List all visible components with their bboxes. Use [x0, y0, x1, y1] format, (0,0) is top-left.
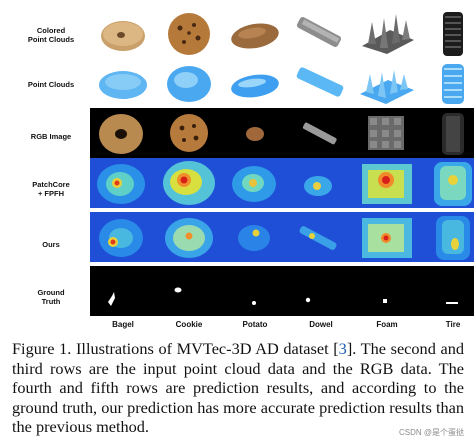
- cell-rgb-dowel: [288, 108, 354, 158]
- cell-colored-dowel: [288, 8, 354, 58]
- cell-patchcore-foam: [354, 158, 420, 208]
- cell-ours-tire: [420, 212, 474, 262]
- cell-pc-bagel: [90, 58, 156, 108]
- figure-caption: Figure 1. Illustrations of MVTec-3D AD d…: [12, 339, 464, 437]
- cell-colored-bagel: [90, 8, 156, 58]
- cell-patchcore-cookie: [156, 158, 222, 208]
- cell-colored-cookie: [156, 8, 222, 58]
- cell-rgb-cookie: [156, 108, 222, 158]
- cell-ours-foam: [354, 212, 420, 262]
- cell-pc-cookie: [156, 58, 222, 108]
- citation-link[interactable]: 3: [338, 339, 347, 358]
- row-label-colored-point-clouds: Colored Point Clouds: [27, 26, 75, 44]
- col-label-dowel: Dowel: [309, 320, 333, 329]
- cell-ours-dowel: [288, 212, 354, 262]
- cell-pc-potato: [222, 58, 288, 108]
- col-label-foam: Foam: [376, 320, 398, 329]
- cell-ours-potato: [222, 212, 288, 262]
- col-label-bagel: Bagel: [112, 320, 134, 329]
- row-label-point-clouds: Point Clouds: [27, 80, 75, 89]
- col-label-cookie: Cookie: [175, 320, 203, 329]
- cell-colored-foam: [354, 8, 420, 58]
- cell-patchcore-bagel: [90, 158, 156, 208]
- row-label-patchcore-fpfh: PatchCore + FPFH: [32, 180, 70, 198]
- cell-gt-cookie: [156, 266, 222, 316]
- cell-rgb-tire: [420, 108, 474, 158]
- caption-rest: ]. The second and third rows are the inp…: [12, 339, 464, 437]
- cell-colored-potato: [222, 8, 288, 58]
- cell-rgb-bagel: [90, 108, 156, 158]
- col-label-potato: Potato: [242, 320, 268, 329]
- cell-patchcore-potato: [222, 158, 288, 208]
- caption-lead: Figure 1. Illustrations of MVTec-3D AD d…: [12, 339, 339, 358]
- cell-pc-foam: [354, 58, 420, 108]
- cell-gt-potato: [222, 266, 288, 316]
- row-label-rgb-image: RGB Image: [30, 132, 72, 141]
- figure-grid: Colored Point Clouds Point Clouds RGB Ima…: [27, 8, 474, 329]
- cell-pc-tire: [420, 58, 474, 108]
- cell-pc-dowel: [288, 58, 354, 108]
- col-label-tire: Tire: [445, 320, 461, 329]
- watermark: CSDN @是个蛋挞: [396, 427, 466, 438]
- row-label-ground-truth: Ground Truth: [37, 288, 65, 306]
- cell-patchcore-dowel: [288, 158, 354, 208]
- row-label-ours: Ours: [42, 240, 60, 249]
- cell-ours-cookie: [156, 212, 222, 262]
- cell-gt-foam: [354, 266, 420, 316]
- cell-colored-tire: [420, 8, 474, 58]
- cell-gt-dowel: [288, 266, 354, 316]
- cell-ours-bagel: [90, 212, 156, 262]
- cell-gt-tire: [420, 266, 474, 316]
- cell-rgb-foam: [354, 108, 420, 158]
- cell-patchcore-tire: [420, 158, 474, 208]
- cell-rgb-potato: [222, 108, 288, 158]
- cell-gt-bagel: [90, 266, 156, 316]
